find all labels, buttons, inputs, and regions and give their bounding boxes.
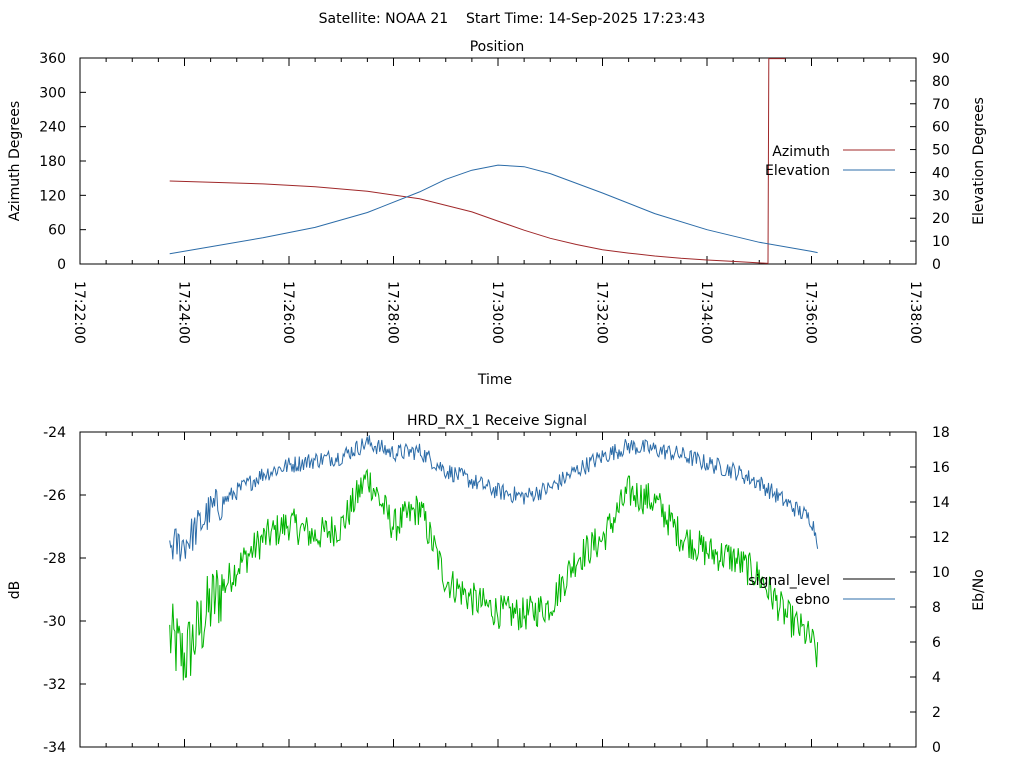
signal-y-tick-label: -26: [43, 488, 66, 504]
signal-y2-tick-label: 0: [932, 740, 941, 756]
legend-ebno-label: ebno: [795, 592, 830, 608]
position-y2-label: Elevation Degrees: [971, 97, 987, 225]
position-y-tick-label: 180: [39, 154, 66, 170]
legend-elevation-label: Elevation: [765, 163, 830, 179]
position-x-tick-label: 17:32:00: [594, 281, 610, 344]
position-chart: Position 0 60 120 180 240 300 360 0 10 20 30 40 50 60…: [7, 39, 987, 388]
signal-frame: [79, 431, 917, 748]
signal-title: HRD_RX_1 Receive Signal: [407, 413, 587, 429]
signal-y2-tick-label: 8: [932, 600, 941, 616]
signal-y2-tick-label: 6: [932, 635, 941, 651]
position-y2-tick-label: 80: [932, 74, 950, 90]
elevation-line: [169, 164, 818, 255]
position-x-tick-label: 17:34:00: [698, 281, 714, 344]
position-y-tick-label: 360: [39, 51, 66, 67]
header-title: Satellite: NOAA 21 Start Time: 14-Sep-20…: [319, 11, 706, 27]
signal-y2-label: Eb/No: [971, 569, 987, 611]
position-x-tick-label: 17:28:00: [385, 281, 401, 344]
ebno-line: [169, 435, 819, 562]
position-y-tick-label: 120: [39, 188, 66, 204]
position-title: Position: [470, 39, 525, 55]
legend-signal-level-label: signal_level: [748, 573, 830, 589]
position-frame: [79, 57, 917, 265]
position-legend: Azimuth Elevation: [765, 144, 895, 179]
signal-y-tick-label: -28: [43, 551, 66, 567]
position-x-tick-label: 17:38:00: [907, 281, 923, 344]
signal-y-label: dB: [7, 581, 23, 600]
position-y-tick-label: 60: [48, 223, 66, 239]
position-y2-tick-label: 50: [932, 143, 950, 159]
signal-level-line: [169, 468, 819, 681]
signal-y-tick-label: -34: [43, 740, 66, 756]
position-x-tick-label: 17:30:00: [489, 281, 505, 344]
signal-y2-tick-label: 14: [932, 495, 950, 511]
receive-signal-chart: HRD_RX_1 Receive Signal -34 -32 -30 -28 -26 -…: [7, 413, 987, 756]
position-y-tick-label: 300: [39, 85, 66, 101]
signal-y2-tick-label: 4: [932, 670, 941, 686]
position-y2-tick-label: 60: [932, 120, 950, 136]
signal-y2-tick-label: 10: [932, 565, 950, 581]
position-y-tick-label: 0: [57, 257, 66, 273]
signal-y2-tick-label: 12: [932, 530, 950, 546]
azimuth-line: [169, 58, 786, 264]
signal-y2-tick-label: 16: [932, 460, 950, 476]
position-x-tick-label: 17:22:00: [71, 281, 87, 344]
position-x-tick-label: 17:36:00: [803, 281, 819, 344]
signal-y-tick-label: -32: [43, 677, 66, 693]
position-y2-tick-label: 90: [932, 51, 950, 67]
position-y-tick-label: 240: [39, 120, 66, 136]
signal-y2-tick-label: 18: [932, 425, 950, 441]
signal-y-tick-label: -24: [43, 425, 66, 441]
position-x-label: Time: [477, 372, 512, 388]
position-y2-tick-label: 0: [932, 257, 941, 273]
position-y2-tick-label: 30: [932, 188, 950, 204]
position-y-label: Azimuth Degrees: [7, 101, 23, 221]
position-y2-tick-label: 10: [932, 234, 950, 250]
position-y2-tick-label: 40: [932, 165, 950, 181]
legend-azimuth-label: Azimuth: [772, 144, 830, 160]
position-y2-tick-label: 20: [932, 211, 950, 227]
position-y2-tick-label: 70: [932, 97, 950, 113]
position-x-tick-label: 17:26:00: [280, 281, 296, 344]
signal-y-tick-label: -30: [43, 614, 66, 630]
position-x-tick-label: 17:24:00: [176, 281, 192, 344]
signal-y2-tick-label: 2: [932, 705, 941, 721]
signal-legend: signal_level ebno: [748, 573, 895, 608]
